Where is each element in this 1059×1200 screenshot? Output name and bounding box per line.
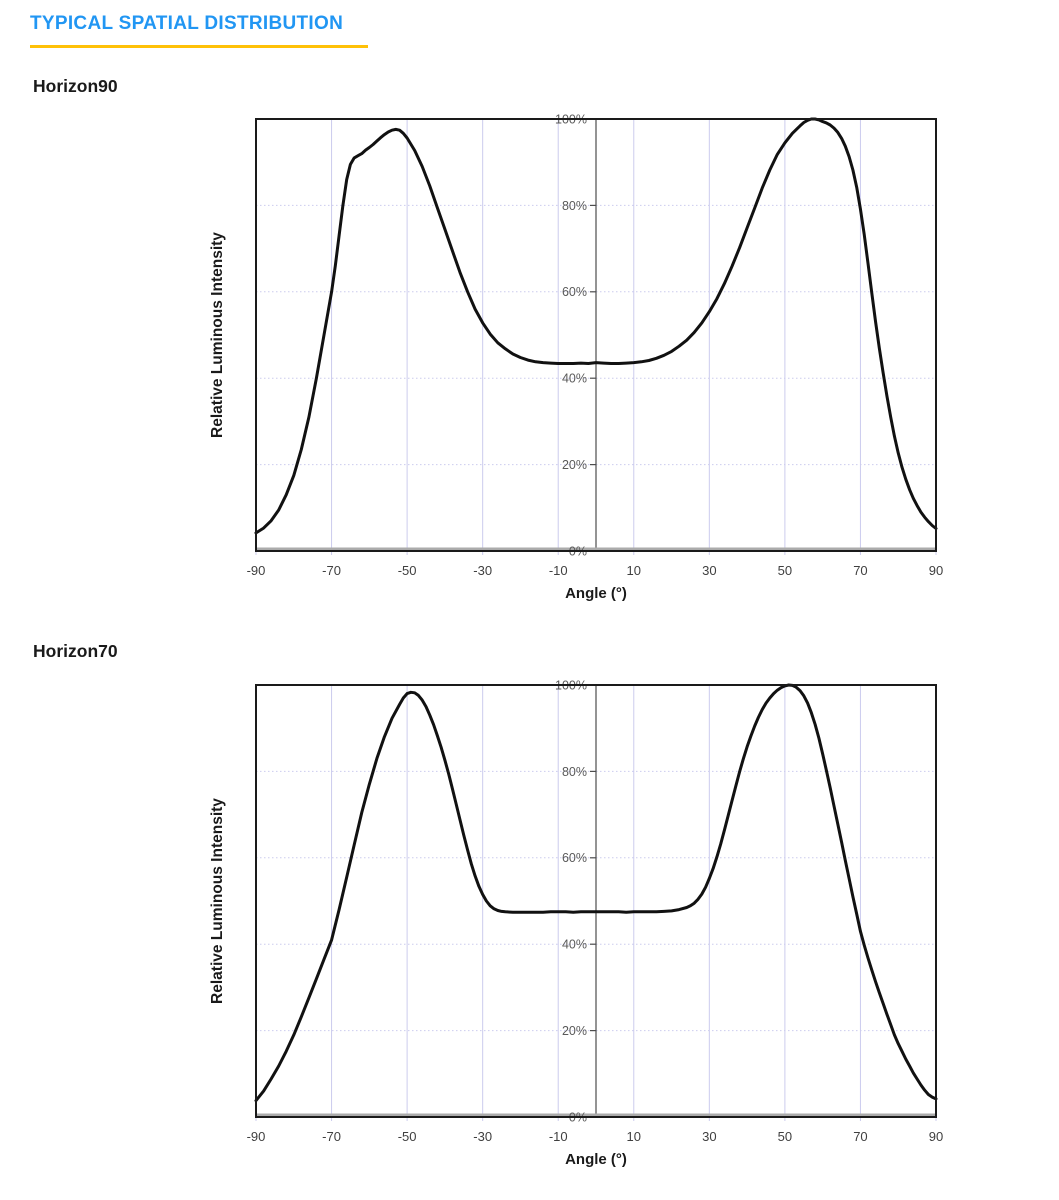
y-tick-label: 20% [562, 458, 587, 472]
x-tick-label: 10 [627, 1129, 641, 1144]
chart-heading-horizon70: Horizon70 [33, 641, 118, 661]
page-title: TYPICAL SPATIAL DISTRIBUTION [30, 13, 344, 34]
horizon90-distribution-chart: 0%20%40%60%80%100%-90 -70 -50 -30 -10 10 30 50 7… [247, 112, 944, 578]
plot-border [255, 684, 937, 1118]
x-tick-label: -50 [398, 1129, 417, 1144]
x-tick-label: 70 [853, 563, 867, 578]
y-tick-label: 80% [562, 765, 587, 779]
x-tick-label: -90 [247, 563, 266, 578]
x-tick-label: -70 [322, 1129, 341, 1144]
y-tick-label: 40% [562, 372, 587, 386]
x-tick-label: 90 [929, 563, 943, 578]
distribution-curve [254, 117, 938, 535]
plot-border [255, 118, 937, 552]
x-tick-label: -90 [247, 1129, 266, 1144]
distribution-curve [254, 683, 938, 1103]
x-axis-title-horizon90: Angle (°) [565, 585, 627, 602]
y-tick-label: 80% [562, 199, 587, 213]
x-tick-label: 10 [627, 563, 641, 578]
x-tick-label: -10 [549, 1129, 568, 1144]
y-tick-label: 20% [562, 1024, 587, 1038]
x-axis-title-horizon70: Angle (°) [565, 1151, 627, 1168]
x-tick-label: 50 [778, 563, 792, 578]
x-tick-label: -10 [549, 563, 568, 578]
y-axis-title-horizon90: Relative Luminous Intensity [209, 232, 226, 438]
x-tick-label: 30 [702, 1129, 716, 1144]
chart-heading-horizon90: Horizon90 [33, 76, 118, 96]
x-tick-label: 30 [702, 563, 716, 578]
x-tick-label: 50 [778, 1129, 792, 1144]
y-tick-label: 40% [562, 938, 587, 952]
title-underline [30, 45, 368, 48]
x-tick-label: 90 [929, 1129, 943, 1144]
x-tick-label: -70 [322, 563, 341, 578]
x-tick-label: -30 [473, 1129, 492, 1144]
horizon70-distribution-chart: 0%20%40%60%80%100%-90 -70 -50 -30 -10 10 30 50 7… [247, 678, 944, 1144]
x-tick-label: -30 [473, 563, 492, 578]
y-tick-label: 60% [562, 285, 587, 299]
y-tick-label: 60% [562, 851, 587, 865]
x-tick-label: 70 [853, 1129, 867, 1144]
y-axis-title-horizon70: Relative Luminous Intensity [209, 798, 226, 1004]
x-tick-label: -50 [398, 563, 417, 578]
